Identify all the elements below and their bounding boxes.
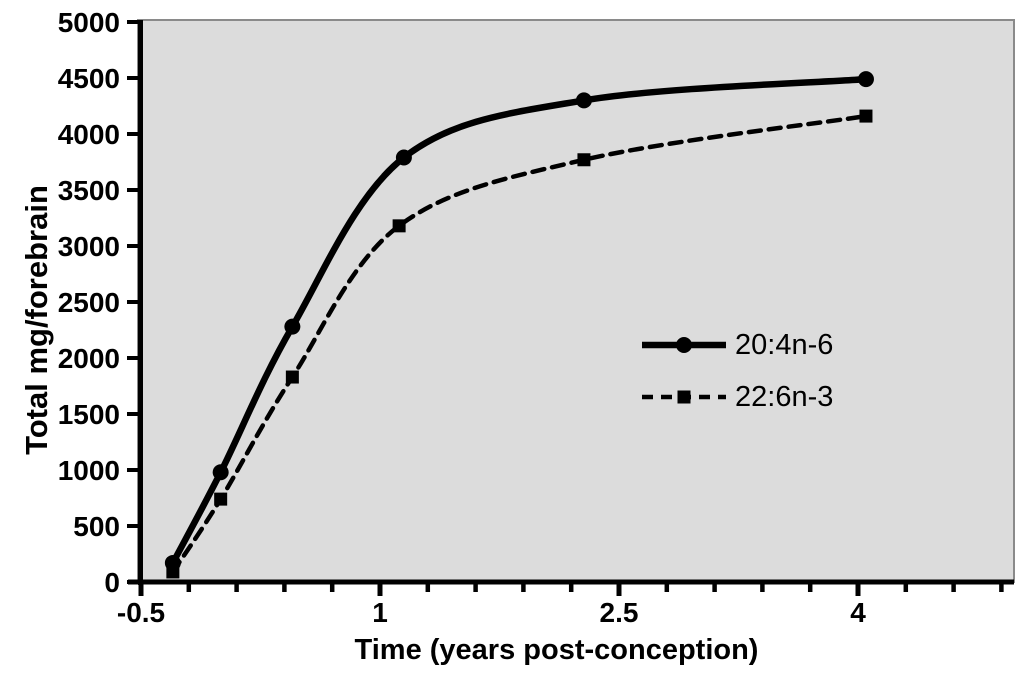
y-tick-label: 1500: [58, 399, 120, 430]
circle-marker: [284, 318, 301, 335]
x-tick-label: 1: [372, 597, 388, 628]
legend-sample-dashed-square-icon: [642, 390, 726, 404]
x-tick-label: -0.5: [117, 597, 165, 628]
circle-marker: [575, 92, 592, 109]
circle-marker: [164, 554, 181, 571]
circle-marker: [676, 337, 692, 353]
y-tick-label: 3000: [58, 231, 120, 262]
circle-marker: [395, 149, 412, 166]
y-tick-label: 0: [104, 567, 120, 598]
y-tick-label: 2000: [58, 343, 120, 374]
x-tick-label: 2.5: [600, 597, 639, 628]
legend: 20:4n-6 22:6n-3: [640, 319, 833, 423]
square-marker: [392, 219, 406, 233]
y-tick-label: 500: [73, 511, 120, 542]
square-marker: [285, 370, 299, 384]
y-tick-label: 1000: [58, 455, 120, 486]
square-marker: [214, 492, 228, 506]
legend-entry-20-4n-6: 20:4n-6: [640, 319, 833, 371]
y-tick-label: 4500: [58, 63, 120, 94]
y-tick-label: 5000: [58, 7, 120, 38]
square-marker: [677, 390, 691, 404]
legend-sample-solid-circle-icon: [642, 337, 726, 353]
square-marker: [859, 109, 873, 123]
legend-label: 22:6n-3: [735, 380, 834, 413]
square-marker: [577, 153, 591, 167]
y-tick-label: 3500: [58, 175, 120, 206]
y-tick-label: 2500: [58, 287, 120, 318]
x-axis-title: Time (years post-conception): [354, 634, 759, 666]
x-tick-label: 4: [850, 597, 866, 628]
circle-marker: [857, 71, 874, 88]
circle-marker: [212, 464, 229, 481]
y-tick-label: 4000: [58, 119, 120, 150]
legend-label: 20:4n-6: [735, 328, 834, 361]
legend-entry-22-6n-3: 22:6n-3: [640, 371, 833, 423]
y-axis-title: Total mg/forebrain: [19, 185, 54, 455]
